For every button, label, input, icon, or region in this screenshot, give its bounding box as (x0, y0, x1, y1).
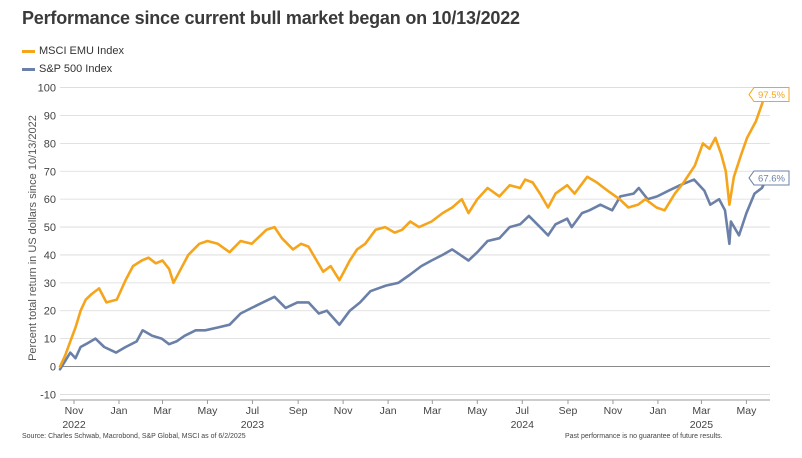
x-year-label: 2022 (62, 419, 86, 431)
x-tick-label: May (198, 405, 219, 417)
legend-label-sp500: S&P 500 Index (39, 63, 113, 75)
x-tick-label: May (467, 405, 488, 417)
x-tick-label: Jan (649, 405, 666, 417)
y-tick-label: 0 (50, 362, 56, 374)
legend-swatch-sp500 (22, 67, 35, 71)
x-tick-label: Jan (380, 405, 397, 417)
series-line-msci-emu (58, 89, 772, 368)
source-note: Source: Charles Schwab, Macrobond, S&P G… (22, 433, 246, 440)
legend-swatch-msci-emu (22, 49, 35, 53)
x-tick-label: Jan (111, 405, 128, 417)
end-label-sp500: 67.6% (758, 173, 785, 184)
legend-item-msci-emu: MSCI EMU Index (22, 42, 124, 60)
y-tick-label: 100 (38, 83, 56, 95)
end-label-msci-emu: 97.5% (758, 90, 785, 101)
y-tick-label: 20 (44, 306, 56, 318)
y-tick-label: 10 (44, 334, 56, 346)
chart-title: Performance since current bull market be… (22, 8, 520, 28)
x-tick-label: Nov (65, 405, 84, 417)
end-callout-sp500 (748, 170, 790, 186)
y-tick-label: 60 (44, 194, 56, 206)
x-tick-label: Nov (334, 405, 353, 417)
y-tick-label: 90 (44, 110, 56, 122)
x-tick-label: Jul (246, 405, 259, 417)
chart-legend: MSCI EMU Index S&P 500 Index (22, 42, 124, 78)
x-tick-label: Mar (153, 405, 172, 417)
y-tick-label: 50 (44, 222, 56, 234)
end-callout-msci-emu (748, 87, 790, 103)
x-tick-label: Jul (516, 405, 529, 417)
x-tick-label: Mar (692, 405, 711, 417)
x-year-label: 2023 (241, 419, 265, 431)
y-tick-label: 30 (44, 278, 56, 290)
disclaimer-note: Past performance is no guarantee of futu… (565, 433, 723, 440)
x-tick-label: May (736, 405, 757, 417)
x-year-label: 2025 (690, 419, 714, 431)
x-year-label: 2024 (511, 419, 535, 431)
x-tick-label: Sep (289, 405, 308, 417)
x-tick-label: Nov (604, 405, 623, 417)
series-line-sp500 (58, 176, 772, 371)
legend-label-msci-emu: MSCI EMU Index (39, 45, 124, 57)
legend-item-sp500: S&P 500 Index (22, 60, 124, 78)
y-tick-label: 40 (44, 250, 56, 262)
x-tick-label: Sep (559, 405, 578, 417)
x-tick-label: Mar (423, 405, 442, 417)
y-tick-label: -10 (40, 389, 56, 401)
y-tick-label: 80 (44, 138, 56, 150)
y-tick-label: 70 (44, 166, 56, 178)
